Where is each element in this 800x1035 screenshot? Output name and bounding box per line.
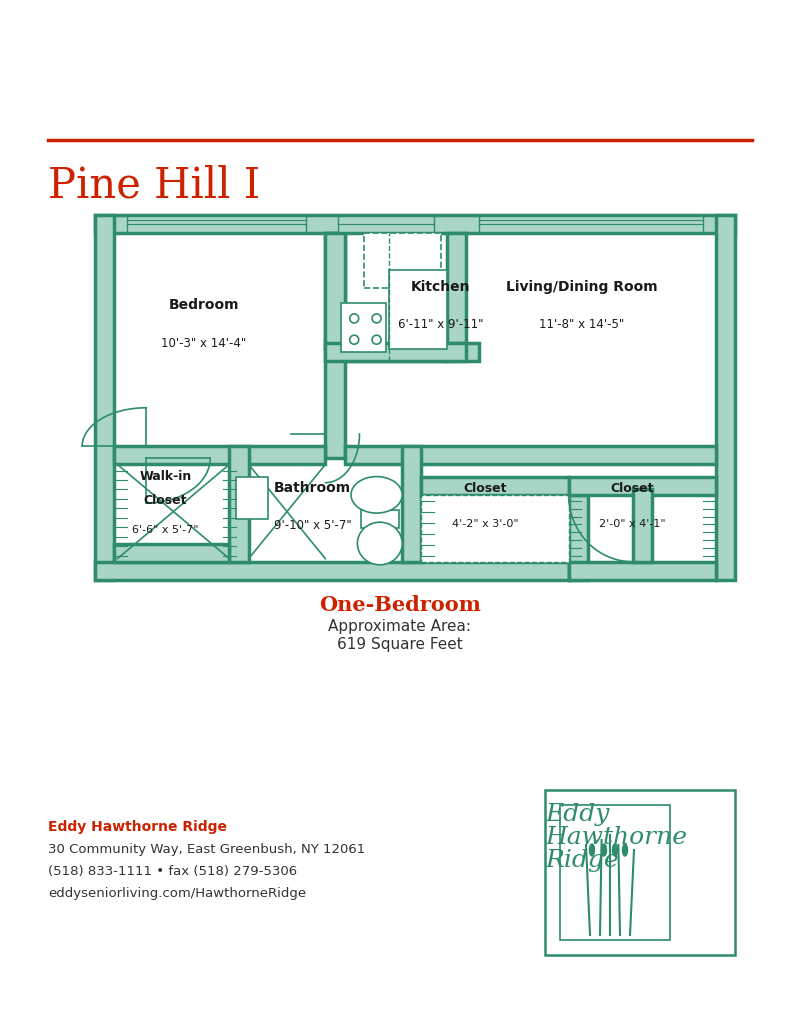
Bar [342,303,386,352]
Bar [95,562,569,580]
Bar [569,476,716,495]
Bar [390,270,447,349]
Text: Bedroom: Bedroom [169,298,239,313]
Text: eddyseniorliving.com/HawthorneRidge: eddyseniorliving.com/HawthorneRidge [48,887,306,900]
Bar [345,446,716,465]
Bar [716,215,735,580]
Bar [95,215,114,580]
Text: Closet: Closet [611,482,654,495]
Bar [114,446,326,465]
Bar [326,343,466,361]
Bar [127,216,306,232]
Text: Hawthorne: Hawthorne [545,827,687,850]
Text: 30 Community Way, East Greenbush, NY 12061: 30 Community Way, East Greenbush, NY 120… [48,844,366,857]
Text: Bathroom: Bathroom [274,481,351,495]
Bar [402,446,422,562]
Bar [345,343,447,361]
Text: Closet: Closet [464,482,507,495]
Text: 10'-3" x 14'-4": 10'-3" x 14'-4" [161,336,246,350]
Text: Pine Hill I: Pine Hill I [48,165,260,207]
Text: Kitchen: Kitchen [411,280,470,294]
Ellipse shape [613,844,618,856]
Text: 619 Square Feet: 619 Square Feet [337,638,463,652]
Text: Walk-in: Walk-in [139,470,191,482]
Text: Closet: Closet [144,494,187,507]
Bar [447,233,466,349]
Bar [422,476,569,495]
Bar [447,343,479,361]
Bar [545,790,735,955]
Text: 2'-0" x 4'-1": 2'-0" x 4'-1" [599,520,666,529]
Bar [560,805,670,940]
Bar [361,510,399,528]
Text: Eddy Hawthorne Ridge: Eddy Hawthorne Ridge [48,820,227,834]
Text: Eddy: Eddy [545,803,610,827]
Text: (518) 833-1111 • fax (518) 279-5306: (518) 833-1111 • fax (518) 279-5306 [48,865,297,879]
Text: Approximate Area:: Approximate Area: [329,620,471,634]
Text: Living/Dining Room: Living/Dining Room [506,280,658,294]
Bar [633,489,652,562]
Bar [479,216,703,232]
Bar [364,233,441,288]
Text: One-Bedroom: One-Bedroom [319,595,481,615]
Text: 6'-6" x 5'-7": 6'-6" x 5'-7" [132,525,198,535]
Text: 4'-2" x 3'-0": 4'-2" x 3'-0" [452,520,518,529]
Bar [422,495,569,562]
Ellipse shape [602,844,606,856]
Ellipse shape [358,523,402,565]
Text: 11'-8" x 14'-5": 11'-8" x 14'-5" [538,319,624,331]
Bar [236,476,268,520]
Bar [326,233,345,459]
Text: Ridge: Ridge [545,850,618,873]
Bar [569,562,716,580]
Bar [326,233,345,349]
Ellipse shape [590,844,594,856]
Bar [338,216,434,232]
Bar [569,495,588,580]
Bar [230,446,249,562]
Text: 9'-10" x 5'-7": 9'-10" x 5'-7" [274,520,351,532]
Ellipse shape [622,844,627,856]
Text: 6'-11" x 9'-11": 6'-11" x 9'-11" [398,319,483,331]
Bar [95,215,735,233]
Ellipse shape [351,476,402,513]
Bar [114,543,230,562]
